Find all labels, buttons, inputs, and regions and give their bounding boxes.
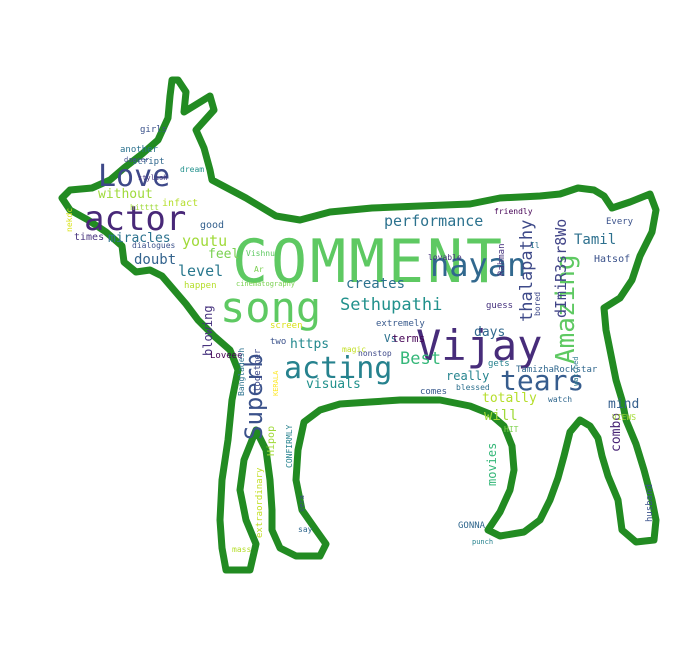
- cloud-word: good: [200, 220, 224, 231]
- cloud-word: miracles: [108, 231, 171, 246]
- cloud-word: COMMENT: [232, 227, 502, 297]
- cloud-word: dImiR3sr8Wo: [552, 219, 570, 318]
- cloud-word: KERALA: [272, 370, 280, 396]
- cloud-word: blessed: [456, 383, 490, 392]
- cloud-word: hitttt: [130, 203, 159, 212]
- cloud-word: feel: [208, 247, 239, 262]
- cloud-word: Hipop: [266, 426, 277, 456]
- cloud-word: TamizhaRockstar: [516, 365, 598, 375]
- cloud-word: youtu: [182, 232, 227, 250]
- cloud-word: girls: [140, 125, 167, 135]
- cloud-word: Tamil: [574, 232, 616, 248]
- cloud-word: Rahman: [497, 243, 507, 276]
- cloud-word: lovable: [428, 253, 462, 262]
- cloud-word: magic: [342, 345, 366, 354]
- cloud-word: say: [298, 525, 313, 534]
- cloud-word: happen: [184, 281, 217, 291]
- cloud-word: Amazing: [551, 254, 581, 364]
- cloud-word: screen: [270, 321, 303, 331]
- cloud-word: dialogues: [132, 241, 176, 250]
- cloud-word: CONFIRMLY: [285, 424, 294, 468]
- cloud-word: vera: [298, 495, 306, 512]
- cloud-word: watch: [548, 395, 572, 404]
- cloud-word: extraordinary: [255, 467, 265, 538]
- cloud-word: nayan: [430, 246, 526, 284]
- cloud-word: two: [270, 337, 286, 347]
- cloud-word: nekdc: [65, 208, 74, 232]
- cloud-word: Vijay: [416, 321, 542, 370]
- cloud-word: actor: [84, 199, 186, 239]
- cloud-word: watched: [572, 356, 580, 386]
- cloud-word: Best: [400, 349, 441, 369]
- cloud-word: Ar: [254, 265, 264, 274]
- cloud-word: mind: [608, 397, 639, 412]
- cloud-word: will: [484, 408, 518, 424]
- cloud-word: acting: [284, 351, 392, 386]
- cloud-word: punch: [472, 538, 493, 546]
- cloud-word: Hatsof: [594, 254, 630, 265]
- cloud-word: doubt: [134, 252, 176, 268]
- cloud-word: mass: [232, 545, 251, 554]
- cloud-word: friendly: [494, 207, 533, 216]
- cloud-word: comes: [420, 387, 447, 397]
- cloud-word: thalapathy: [517, 220, 537, 322]
- cloud-word: another: [120, 145, 159, 155]
- cloud-word: Superb: [240, 353, 268, 440]
- cloud-word: gets: [488, 359, 510, 369]
- cloud-word: blowing: [201, 305, 215, 356]
- cloud-word: combo: [609, 413, 624, 452]
- cloud-word: Vs: [384, 332, 397, 345]
- cloud-word: script: [132, 157, 165, 167]
- cloud-word: Every: [606, 217, 634, 227]
- cloud-word: terms: [392, 332, 425, 345]
- cloud-word: dancer: [124, 156, 149, 164]
- cloud-word: totally: [482, 391, 537, 406]
- cloud-word: VIEWS: [612, 413, 636, 422]
- cloud-word: Bangladesh: [237, 348, 246, 396]
- cloud-word: visuals: [306, 377, 361, 392]
- cloud-word: https: [290, 337, 329, 352]
- cloud-word: Love: [98, 159, 170, 194]
- cloud-word: extremely: [376, 319, 425, 329]
- cloud-word: song: [220, 283, 321, 332]
- cloud-word: performance: [384, 212, 483, 230]
- cloud-word: infact: [162, 198, 198, 209]
- cloud-word: creates: [346, 276, 405, 292]
- cloud-word: without: [98, 187, 153, 202]
- cloud-word: GONNA: [458, 521, 486, 531]
- cloud-word: Vishnu: [246, 249, 275, 258]
- cloud-word: Il: [530, 241, 540, 250]
- cloud-word: guess: [486, 301, 513, 311]
- cloud-word: cinematography: [236, 280, 295, 288]
- cloud-word: nonstop: [358, 349, 392, 358]
- cloud-word: times: [74, 232, 104, 243]
- cloud-word: dream: [180, 165, 204, 174]
- cloud-word: movies: [485, 443, 499, 486]
- cloud-word: bored: [533, 292, 542, 316]
- cloud-word: husband: [645, 484, 655, 522]
- cloud-word: level: [178, 262, 223, 280]
- cloud-word: together: [253, 348, 263, 392]
- cloud-word: tears: [500, 364, 584, 397]
- goat-outline: [58, 76, 660, 574]
- cloud-word: Sethupathi: [340, 295, 442, 315]
- cloud-word: HIT: [504, 425, 519, 434]
- cloud-word: really: [446, 369, 489, 383]
- cloud-word: stylish: [138, 174, 168, 182]
- cloud-word: days: [474, 325, 505, 340]
- cloud-word: Loveee: [210, 351, 243, 361]
